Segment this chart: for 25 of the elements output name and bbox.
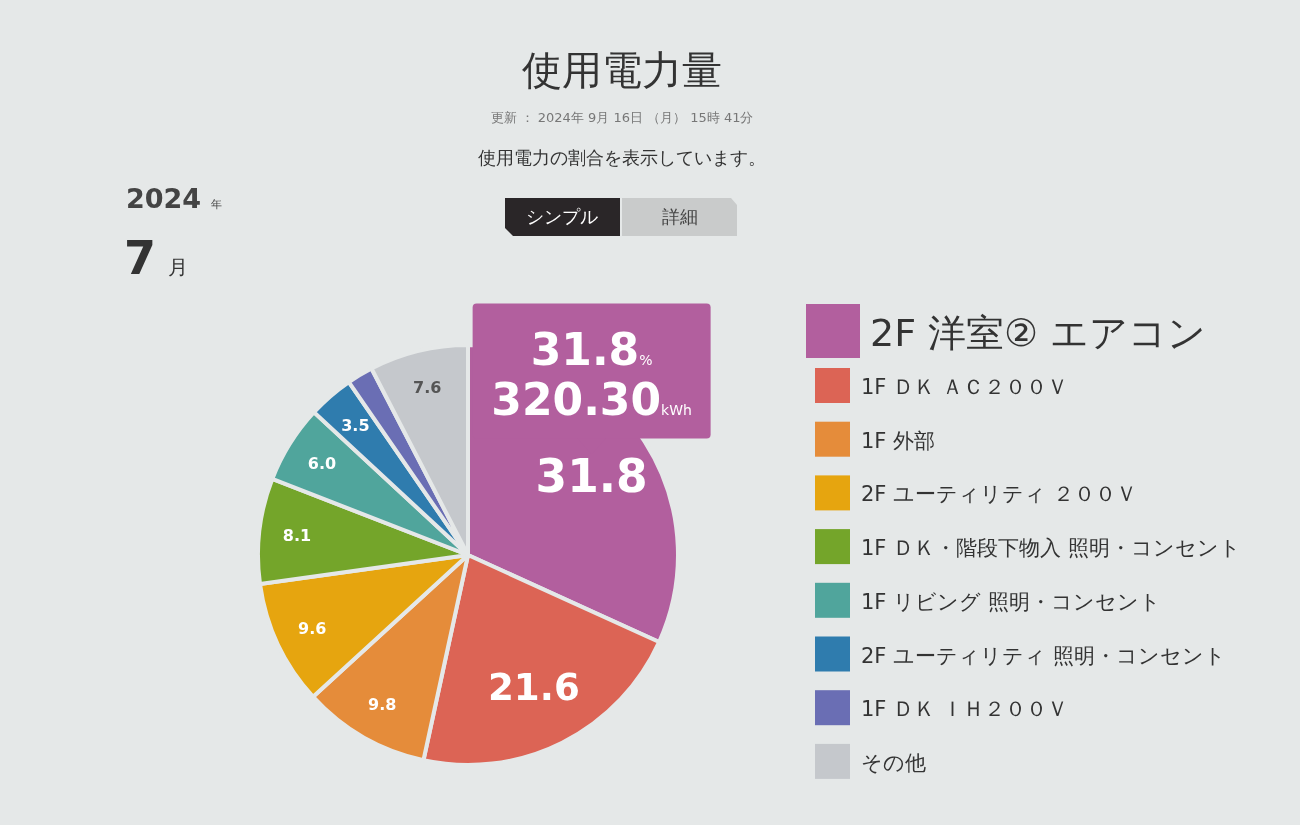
legend-label: その他	[861, 750, 926, 775]
data-label: 9.8	[368, 695, 397, 715]
legend-label: 1F 外部	[861, 428, 936, 453]
data-label: 3.5	[341, 415, 370, 435]
text: 31.8% 320.30kWh	[491, 324, 692, 426]
text: 使用電力の割合を表示しています。	[478, 147, 766, 168]
chart-subtitle: 更新 ： 2024年 9月 16日 （月） 15時 41分	[490, 110, 754, 125]
legend-label: 1F ＤＫ・階段下物入 照明・コンセント	[861, 536, 1241, 561]
data-label: 9.6	[298, 619, 327, 639]
legend-label: 2F ユーティリティ 照明・コンセント	[861, 643, 1226, 668]
data-label: 31.8	[535, 449, 648, 503]
chart-title: 使用電力量	[522, 47, 722, 93]
data-label: 21.6	[487, 664, 580, 709]
legend-label: 1F ＤＫ ＡＣ２００Ｖ	[861, 375, 1068, 399]
text: 2024 年	[126, 183, 222, 214]
data-label: 8.1	[282, 525, 312, 545]
text: 7 月	[124, 231, 189, 285]
legend-label: 1F ＤＫ ＩＨ２００Ｖ	[861, 697, 1068, 722]
text: 詳細	[662, 206, 698, 227]
legend-label: 1F リビング 照明・コンセント	[861, 589, 1161, 614]
data-label: 7.6	[413, 378, 442, 398]
text: シンプル	[526, 206, 598, 227]
data-label: 6.0	[307, 454, 337, 474]
legend-label: 2F ユーティリティ ２００Ｖ	[861, 482, 1137, 507]
legend-label: 2F 洋室② エアコン	[870, 311, 1207, 355]
